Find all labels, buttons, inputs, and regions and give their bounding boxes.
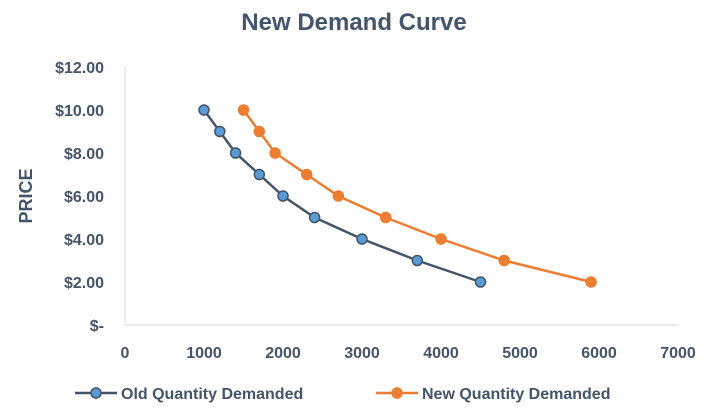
x-tick-label: 6000 [581,345,617,362]
x-tick-label: 1000 [186,345,222,362]
x-tick-label: 4000 [423,345,459,362]
data-point [229,147,242,159]
chart-title: New Demand Curve [241,9,466,36]
x-tick-label: 7000 [660,345,696,362]
data-point [585,276,597,288]
legend-marker [90,387,102,399]
y-tick-label: $- [90,318,104,335]
legend-label: New Quantity Demanded [422,386,610,403]
data-point [308,211,321,224]
legend-label: Old Quantity Demanded [121,386,303,403]
x-tick-label: 2000 [265,345,301,362]
data-point [214,125,226,138]
data-point [277,190,289,202]
y-tick-label: $2.00 [64,275,104,292]
legend-marker [391,387,403,399]
y-tick-label: $8.00 [64,146,104,163]
y-axis-label: PRICE [16,168,36,223]
data-point [300,168,313,181]
data-point [411,254,424,267]
data-point [332,190,345,202]
data-point [269,147,281,159]
x-tick-label: 3000 [344,345,380,362]
data-point [253,168,266,181]
data-point [498,254,510,267]
data-point [474,276,487,288]
y-tick-label: $12.00 [55,60,104,77]
data-point [253,125,266,138]
data-point [198,104,210,116]
data-point [435,233,447,245]
data-point [237,104,250,116]
data-point [379,211,392,224]
x-tick-label: 0 [121,345,130,362]
data-point [356,233,368,245]
y-tick-label: $6.00 [64,189,104,206]
y-tick-label: $4.00 [64,232,104,249]
y-tick-label: $10.00 [55,103,104,120]
x-tick-label: 5000 [502,345,538,362]
